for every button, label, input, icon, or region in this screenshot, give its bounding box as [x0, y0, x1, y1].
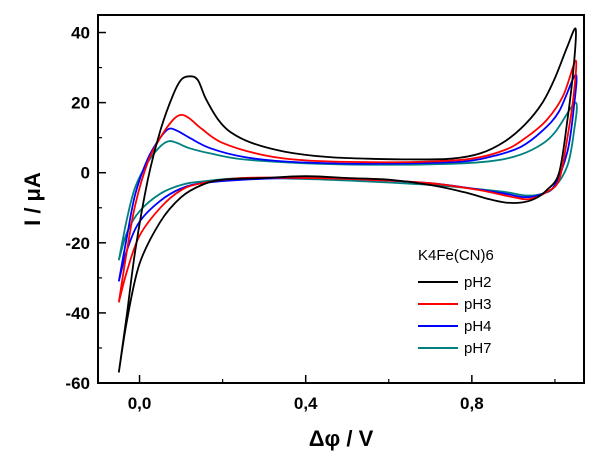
tick-labels: -60 -40 -20 0 20 40 0,0 0,4 0,8 — [65, 24, 483, 413]
legend-label-ph7: pH7 — [464, 340, 492, 357]
series-line-ph7 — [117, 101, 578, 261]
y-tick-label: 0 — [81, 164, 90, 183]
x-tick-label: 0,0 — [128, 394, 152, 413]
x-axis-title: Δφ / V — [309, 426, 374, 451]
y-tick-label: 20 — [71, 94, 90, 113]
legend-label-ph3: pH3 — [464, 296, 492, 313]
legend-title: K4Fe(CN)6 — [418, 247, 494, 264]
axis-ticks — [98, 31, 556, 384]
y-tick-label: -60 — [65, 374, 90, 393]
y-tick-label: 40 — [71, 24, 90, 43]
y-tick-label: -40 — [65, 304, 90, 323]
x-tick-label: 0,8 — [460, 394, 484, 413]
series-line-ph4 — [117, 73, 578, 282]
legend-label-ph2: pH2 — [464, 274, 492, 291]
y-axis-title: I / μA — [20, 172, 45, 226]
legend: pH2 pH3 pH4 pH7 — [418, 274, 492, 357]
y-tick-label: -20 — [65, 234, 90, 253]
series-layer — [117, 27, 578, 373]
plot-frame — [97, 14, 585, 384]
x-tick-label: 0,4 — [294, 394, 318, 413]
legend-label-ph4: pH4 — [464, 318, 492, 335]
series-line-ph2 — [117, 27, 577, 373]
series-line-ph3 — [117, 59, 578, 303]
